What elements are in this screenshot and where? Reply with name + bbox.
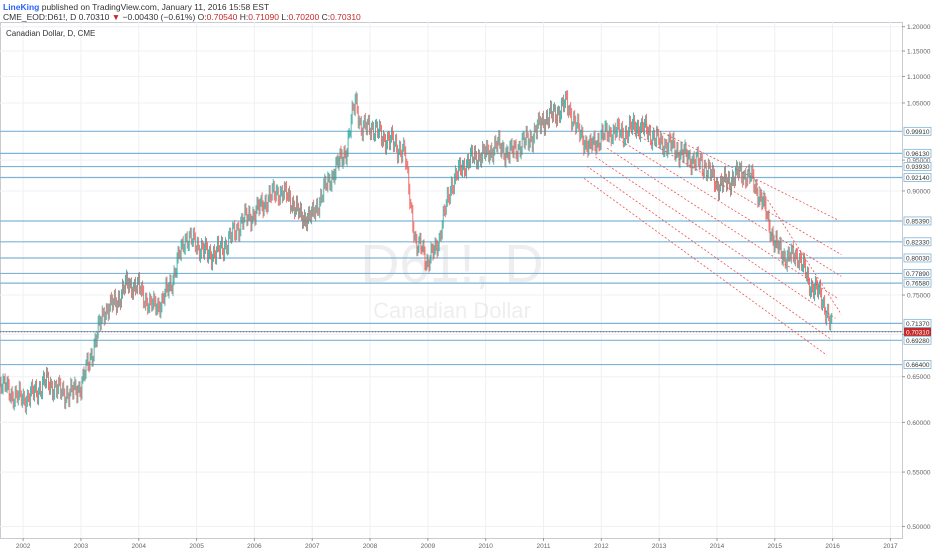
level-badge-label: 0.80030 [906,255,930,262]
x-tick-label: 2002 [16,543,31,550]
last-price-badge-label: 0.70310 [906,329,930,336]
level-badge [903,269,932,278]
open-value: 0.70540 [206,12,238,22]
x-tick-label: 2014 [710,543,725,550]
level-badge-label: 0.93930 [906,164,930,171]
level-badge [903,360,932,369]
low-value: 0.70200 [288,12,320,22]
level-badge-label: 0.96130 [906,151,930,158]
level-badge-label: 0.71370 [906,321,930,328]
y-tick-label: 0.95000 [907,158,931,165]
watermark-name: Canadian Dollar [373,298,531,323]
close-label: C: [321,12,331,22]
y-tick-label: 0.65000 [907,374,931,381]
level-badge-label: 0.82330 [906,239,930,246]
price-badges: 0.99910 0.96130 0.93930 0.92140 0.85390 0.823… [903,126,932,369]
x-tick-label: 2017 [883,543,898,550]
y-tick-label: 0.50000 [907,524,931,531]
plot-area[interactable] [0,22,903,539]
y-tick-label: 1.20000 [907,24,931,31]
symbol-label: CME_EOD:D61!, D [3,12,77,22]
level-badge-label: 0.76580 [906,281,930,288]
level-badge [903,278,932,288]
x-tick-label: 2003 [74,543,89,550]
x-tick-label: 2007 [305,543,320,550]
chart-header: LineKing published on TradingView.com, J… [0,0,932,22]
level-badge [903,253,932,263]
level-badge-label: 0.99910 [906,129,930,136]
open-label: O: [197,12,207,22]
high-value: 0.71090 [248,12,279,22]
last-price-badge [904,327,931,336]
y-axis: 1.20000 1.15000 1.10000 1.05000 0.95000 0.900… [902,24,931,531]
publish-line: LineKing published on TradingView.com, J… [3,2,269,12]
high-label: H: [239,12,249,22]
price-change: −0.00430 (−0.61%) [122,12,196,22]
y-tick-label: 0.55000 [907,470,931,477]
close-value: 0.70310 [330,12,361,22]
level-badge-label: 0.92140 [906,175,930,182]
x-tick-label: 2006 [247,543,262,550]
trend-line [641,121,839,221]
x-tick-label: 2015 [768,543,783,550]
watermark-symbol: D61!, D [360,234,543,294]
y-tick-label: 1.05000 [907,100,931,107]
x-tick-label: 2011 [537,543,551,550]
y-tick-label: 1.10000 [907,74,931,81]
level-badge-label: 0.69280 [906,338,930,345]
low-label: L: [281,12,289,22]
x-tick-label: 2004 [132,543,147,550]
level-badge-label: 0.66400 [906,362,930,369]
trend-line [745,165,842,315]
y-tick-label: 0.75000 [907,293,931,300]
level-badge [903,173,932,182]
x-tick-label: 2010 [478,543,493,550]
level-badge [903,237,932,247]
x-tick-label: 2008 [363,543,378,550]
trend-line [630,130,842,255]
x-tick-label: 2005 [189,543,204,550]
trend-line [595,156,836,319]
level-badge [903,126,932,136]
x-tick-label: 2009 [421,543,436,550]
last-price: 0.70310 [78,12,110,22]
x-tick-label: 2012 [594,543,609,550]
publish-info: published on TradingView.com, January 11… [39,2,270,12]
level-badge [903,216,932,226]
y-tick-label: 1.15000 [907,49,931,56]
ohlc-line: CME_EOD:D61!, D 0.70310 ▼ −0.00430 (−0.6… [3,12,361,22]
trend-line [586,165,830,339]
chart-title: Canadian Dollar, D, CME [6,29,95,38]
x-axis: 2002 2003 2004 2005 2006 2007 2008 2009 2010 2011… [16,538,898,550]
y-tick-label: 0.90000 [907,188,931,195]
price-chart[interactable]: D61!, D Canadian Dollar Canadian Dollar,… [0,22,932,550]
level-badge [903,148,932,158]
y-tick-label: 0.60000 [907,420,931,427]
level-badge-label: 0.85390 [906,218,930,225]
level-badge [903,335,932,345]
ohlc-bars [0,90,833,415]
x-tick-label: 2013 [652,543,667,550]
level-badge [903,162,932,171]
symbol-watermark: D61!, D Canadian Dollar [360,234,543,323]
down-arrow-icon: ▼ [111,12,121,22]
author-link[interactable]: LineKing [3,2,40,12]
level-badge-label: 0.77890 [906,271,930,278]
x-tick-label: 2016 [825,543,840,550]
